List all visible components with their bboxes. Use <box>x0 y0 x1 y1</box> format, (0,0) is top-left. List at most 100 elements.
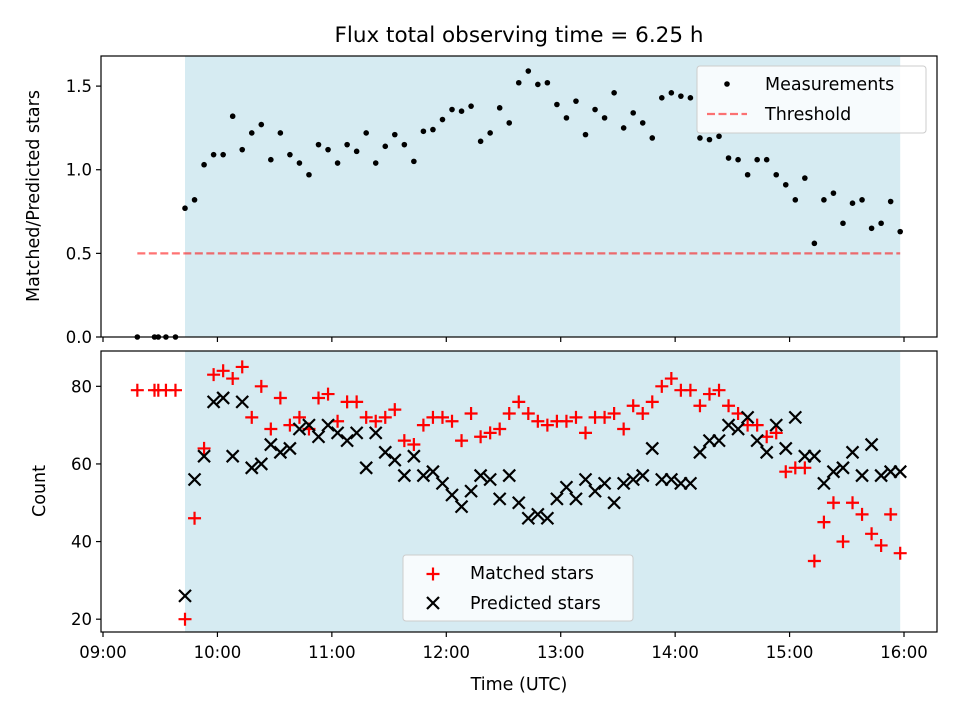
matched-star-point <box>130 383 144 397</box>
predicted-star-point <box>893 464 907 479</box>
matched-star-point <box>292 410 306 424</box>
matched-star-point <box>378 410 392 424</box>
measurement-point <box>554 101 560 108</box>
ratio-y-tick-label: 1.0 <box>66 161 92 180</box>
matched-star-point <box>855 507 869 521</box>
predicted-star-point <box>769 418 784 432</box>
matched-star-point <box>779 465 793 479</box>
measurement-point <box>353 148 360 155</box>
measurement-point <box>859 197 865 203</box>
matched-star-point <box>683 383 697 397</box>
x-tick-label: 16:00 <box>880 643 928 662</box>
matched-star-point <box>397 434 411 448</box>
predicted-star-point <box>817 476 831 491</box>
predicted-star-point <box>531 507 545 522</box>
measurement-point <box>468 103 474 109</box>
matched-star-point <box>178 612 192 626</box>
matched-star-point <box>359 410 373 424</box>
predicted-star-point <box>511 495 526 510</box>
matched-star-point <box>445 414 459 428</box>
count-y-axis-label: Count <box>30 465 50 517</box>
measurement-point <box>573 98 579 104</box>
matched-star-point <box>865 527 879 541</box>
matched-star-point <box>702 387 716 401</box>
predicted-star-point <box>721 418 736 432</box>
x-tick-label: 13:00 <box>537 643 585 662</box>
matched-star-point <box>254 379 268 393</box>
matched-star-point <box>321 387 335 401</box>
matched-star-point <box>435 410 449 424</box>
matched-star-point <box>369 414 383 428</box>
matched-star-point <box>836 535 850 549</box>
predicted-star-point <box>244 461 259 475</box>
predicted-star-point <box>254 457 269 471</box>
measurement-point <box>658 95 665 101</box>
measurement-point <box>439 116 446 123</box>
matched-star-point <box>846 496 860 510</box>
matched-star-point <box>559 414 573 428</box>
predicted-star-point <box>731 422 745 436</box>
predicted-star-point <box>683 476 698 491</box>
predicted-star-point <box>788 410 803 425</box>
matched-star-point <box>645 395 659 409</box>
predicted-star-point <box>235 395 250 409</box>
matched-star-point <box>226 372 240 386</box>
predicted-star-point <box>197 449 211 463</box>
matched-star-point <box>884 507 898 521</box>
predicted-star-point <box>359 461 373 475</box>
matched-star-point <box>722 399 736 413</box>
predicted-star-point <box>292 422 307 436</box>
matched-star-point <box>464 406 478 420</box>
measurement-point <box>344 141 350 148</box>
measurement-point <box>868 225 875 232</box>
matched-star-point <box>273 391 287 405</box>
matched-star-point <box>455 434 469 448</box>
measurement-point <box>744 171 751 178</box>
matched-star-point <box>168 383 182 397</box>
predicted-star-point <box>264 437 278 452</box>
matched-star-point <box>216 364 230 378</box>
matched-star-point <box>807 554 821 568</box>
measurement-point <box>716 133 722 140</box>
measurement-point <box>258 121 265 128</box>
x-tick-label: 11:00 <box>308 643 356 662</box>
measurement-point <box>754 156 760 163</box>
ratio-legend-box <box>696 65 927 134</box>
legend-threshold-label: Threshold <box>764 105 851 125</box>
predicted-star-point <box>693 445 707 460</box>
predicted-star-point <box>740 410 755 425</box>
count-y-tick-label: 40 <box>71 533 92 552</box>
measurement-point <box>830 190 837 196</box>
measurement-point <box>897 228 903 235</box>
matched-star-point <box>817 515 831 529</box>
predicted-star-point <box>216 391 230 405</box>
predicted-star-point <box>416 468 431 483</box>
predicted-star-point <box>340 433 354 448</box>
predicted-star-point <box>712 433 726 448</box>
predicted-star-point <box>626 472 640 487</box>
predicted-star-point <box>321 418 335 432</box>
x-axis-label: Time (UTC) <box>470 675 568 695</box>
matched-star-point <box>312 391 326 405</box>
predicted-star-point <box>273 445 288 460</box>
measurement-point <box>296 160 303 166</box>
x-tick-label: 15:00 <box>766 643 814 662</box>
predicted-star-point <box>283 441 297 456</box>
predicted-star-point <box>664 472 679 487</box>
matched-star-point <box>245 410 259 424</box>
predicted-star-point <box>492 492 507 506</box>
measurement-point <box>506 120 513 126</box>
matched-star-point <box>598 410 612 424</box>
predicted-star-point <box>616 476 631 491</box>
predicted-star-point <box>597 476 612 491</box>
measurement-point <box>630 110 636 116</box>
x-tick-label: 10:00 <box>194 643 242 662</box>
count-y-tick-label: 60 <box>71 455 92 474</box>
predicted-star-point <box>464 484 478 498</box>
measurement-point <box>401 141 408 148</box>
matched-star-point <box>664 372 678 386</box>
count-panel-frame <box>100 350 938 633</box>
measurement-point <box>611 89 617 96</box>
